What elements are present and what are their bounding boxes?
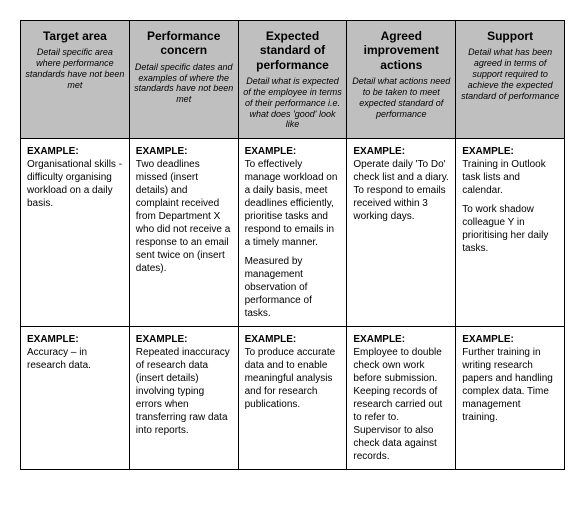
col-title: Support: [460, 29, 560, 43]
cell-label: EXAMPLE:: [353, 146, 405, 157]
cell-text: Further training in writing research pap…: [462, 347, 553, 423]
cell-text: Measured by management observation of pe…: [245, 255, 341, 320]
table-cell: EXAMPLE: Organisational skills - difficul…: [21, 139, 130, 327]
cell-text: To produce accurate data and to enable m…: [245, 347, 336, 410]
cell-text: Organisational skills - difficulty organ…: [27, 159, 122, 209]
col-header-support: Support Detail what has been agreed in t…: [456, 21, 565, 139]
col-desc: Detail specific dates and examples of wh…: [134, 62, 234, 105]
cell-label: EXAMPLE:: [462, 146, 514, 157]
table-cell: EXAMPLE: Two deadlines missed (insert det…: [129, 139, 238, 327]
cell-label: EXAMPLE:: [27, 146, 79, 157]
col-header-expected: Expected standard of performance Detail …: [238, 21, 347, 139]
col-desc: Detail specific area where performance s…: [25, 47, 125, 90]
cell-text: Accuracy – in research data.: [27, 347, 91, 371]
col-title: Expected standard of performance: [243, 29, 343, 72]
cell-text: Repeated inaccuracy of research data (in…: [136, 347, 230, 436]
table-row: EXAMPLE:Accuracy – in research data.EXAM…: [21, 327, 565, 470]
col-header-concern: Performance concern Detail specific date…: [129, 21, 238, 139]
table-cell: EXAMPLE: Employee to double check own wor…: [347, 327, 456, 470]
cell-text: Two deadlines missed (insert details) an…: [136, 159, 231, 274]
table-cell: EXAMPLE: Further training in writing rese…: [456, 327, 565, 470]
table-cell: EXAMPLE: To produce accurate data and to …: [238, 327, 347, 470]
cell-label: EXAMPLE:: [353, 334, 405, 345]
cell-label: EXAMPLE:: [245, 146, 297, 157]
col-desc: Detail what actions need to be taken to …: [351, 76, 451, 119]
table-cell: EXAMPLE: Repeated inaccuracy of research …: [129, 327, 238, 470]
cell-text: To effectively manage workload on a dail…: [245, 159, 338, 248]
table-cell: EXAMPLE: To effectively manage workload o…: [238, 139, 347, 327]
cell-text: Employee to double check own work before…: [353, 347, 442, 462]
table-cell: EXAMPLE: Accuracy – in research data.: [21, 327, 130, 470]
col-header-actions: Agreed improvement actions Detail what a…: [347, 21, 456, 139]
cell-label: EXAMPLE:: [136, 334, 188, 345]
table-cell: EXAMPLE: Training in Outlook task lists a…: [456, 139, 565, 327]
col-desc: Detail what is expected of the employee …: [243, 76, 343, 130]
cell-text: Training in Outlook task lists and calen…: [462, 159, 546, 196]
performance-table: Target area Detail specific area where p…: [20, 20, 565, 470]
cell-label: EXAMPLE:: [27, 334, 79, 345]
col-title: Target area: [25, 29, 125, 43]
cell-text: To work shadow colleague Y in prioritisi…: [462, 203, 558, 255]
col-title: Agreed improvement actions: [351, 29, 451, 72]
table-cell: EXAMPLE: Operate daily 'To Do' check list…: [347, 139, 456, 327]
col-title: Performance concern: [134, 29, 234, 58]
cell-text: Operate daily 'To Do' check list and a d…: [353, 159, 448, 222]
col-header-target: Target area Detail specific area where p…: [21, 21, 130, 139]
cell-label: EXAMPLE:: [136, 146, 188, 157]
table-body: EXAMPLE: Organisational skills - difficul…: [21, 139, 565, 470]
cell-label: EXAMPLE:: [462, 334, 514, 345]
cell-label: EXAMPLE:: [245, 334, 297, 345]
table-row: EXAMPLE: Organisational skills - difficul…: [21, 139, 565, 327]
col-desc: Detail what has been agreed in terms of …: [460, 47, 560, 101]
